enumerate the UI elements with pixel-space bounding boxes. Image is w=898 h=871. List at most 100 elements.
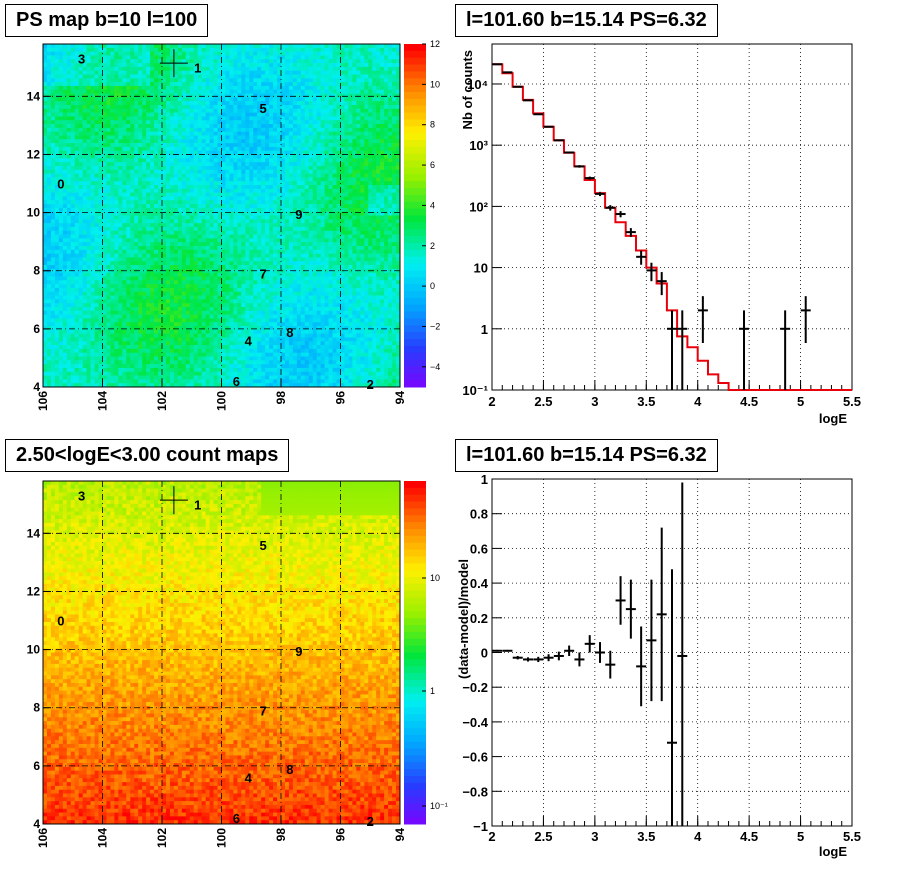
heatmap-cell	[146, 215, 151, 220]
heatmap-cell	[169, 185, 175, 190]
heatmap-cell	[245, 348, 250, 354]
heatmap-cell	[94, 287, 99, 293]
heatmap-cell	[197, 173, 203, 178]
heatmap-cell	[134, 379, 139, 384]
heatmap-cell	[94, 383, 99, 388]
heatmap-cell	[150, 207, 155, 213]
heatmap-cell	[213, 192, 218, 197]
heatmap-cell	[66, 333, 72, 338]
heatmap-cell	[54, 318, 60, 323]
heatmap-cell	[257, 211, 262, 216]
heatmap-cell	[181, 261, 187, 266]
heatmap-cell	[209, 352, 214, 357]
heatmap-cell	[134, 135, 139, 140]
heatmap-cell	[94, 261, 99, 266]
heatmap-cell	[46, 108, 52, 113]
heatmap-cell	[225, 276, 230, 281]
heatmap-cell	[43, 238, 48, 243]
heatmap-cell	[217, 318, 222, 323]
heatmap-cell	[126, 139, 131, 144]
heatmap-cell	[205, 284, 210, 289]
heatmap-cell	[98, 219, 103, 224]
heatmap-cell	[146, 78, 151, 83]
heatmap-cell	[261, 192, 266, 197]
heatmap-cell	[237, 66, 242, 72]
heatmap-cell	[86, 268, 91, 274]
heatmap-cell	[122, 207, 127, 213]
heatmap-cell	[50, 85, 56, 91]
heatmap-cell	[209, 44, 214, 49]
heatmap-cell	[233, 265, 238, 270]
heatmap-cell	[185, 379, 191, 384]
heatmap-cell	[126, 249, 131, 254]
heatmap-cell	[229, 116, 234, 121]
heatmap-cell	[102, 314, 107, 319]
heatmap-cell	[82, 367, 87, 373]
heatmap-cell	[54, 116, 60, 121]
heatmap-cell	[253, 82, 258, 87]
heatmap-cell	[78, 367, 84, 373]
heatmap-cell	[205, 306, 210, 312]
heatmap-cell	[142, 383, 147, 388]
heatmap-cell	[142, 367, 147, 373]
heatmap-cell	[66, 226, 72, 232]
heatmap-cell	[46, 352, 52, 357]
heatmap-cell	[118, 345, 123, 350]
heatmap-cell	[162, 131, 167, 136]
heatmap-cell	[74, 207, 80, 213]
heatmap-cell	[62, 223, 68, 228]
heatmap-cell	[142, 268, 147, 274]
heatmap-cell	[86, 287, 91, 293]
heatmap-cell	[253, 44, 258, 49]
heatmap-cell	[114, 188, 119, 193]
heatmap-cell	[110, 204, 115, 209]
heatmap-cell	[237, 181, 242, 186]
heatmap-cell	[193, 356, 199, 361]
heatmap-cell	[189, 326, 195, 331]
heatmap-cell	[138, 284, 143, 289]
heatmap-cell	[78, 306, 84, 312]
heatmap-cell	[78, 162, 84, 167]
heatmap-cell	[74, 82, 80, 87]
heatmap-cell	[90, 47, 95, 52]
heatmap-cell	[225, 139, 230, 144]
heatmap-cell	[189, 299, 195, 304]
heatmap-cell	[177, 158, 183, 163]
heatmap-cell	[58, 78, 64, 83]
heatmap-cell	[241, 97, 246, 102]
heatmap-cell	[43, 383, 48, 388]
heatmap-cell	[193, 249, 199, 254]
heatmap-cell	[257, 318, 262, 323]
heatmap-cell	[66, 348, 72, 354]
heatmap-cell	[237, 192, 242, 197]
heatmap-cell	[221, 116, 226, 121]
heatmap-cell	[134, 101, 139, 106]
heatmap-cell	[162, 108, 167, 113]
heatmap-cell	[233, 74, 238, 79]
heatmap-cell	[86, 165, 91, 171]
heatmap-cell	[253, 89, 258, 94]
heatmap-cell	[106, 375, 111, 380]
heatmap-cell	[134, 322, 139, 327]
heatmap-cell	[233, 215, 238, 220]
heatmap-cell	[245, 234, 250, 239]
heatmap-cell	[205, 104, 210, 110]
heatmap-cell	[225, 101, 230, 106]
heatmap-cell	[110, 245, 115, 251]
heatmap-cell	[158, 177, 163, 182]
heatmap-cell	[249, 341, 254, 346]
heatmap-cell	[74, 306, 80, 312]
heatmap-cell	[70, 101, 76, 106]
heatmap-cell	[205, 127, 210, 132]
heatmap-cell	[229, 169, 234, 174]
heatmap-cell	[66, 85, 72, 91]
heatmap-cell	[78, 85, 84, 91]
heatmap-cell	[189, 215, 195, 220]
heatmap-cell	[185, 261, 191, 266]
heatmap-cell	[74, 318, 80, 323]
heatmap-cell	[233, 112, 238, 117]
heatmap-cell	[241, 215, 246, 220]
heatmap-cell	[46, 135, 52, 140]
heatmap-cell	[213, 249, 218, 254]
heatmap-cell	[189, 47, 195, 52]
